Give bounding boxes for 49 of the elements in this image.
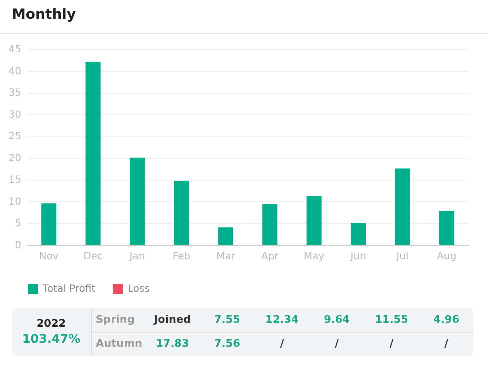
x-tick-label: Aug [437,252,457,262]
text: 9.64 [323,314,351,326]
bar [439,211,454,245]
text: 4.96 [432,314,461,326]
bar [306,196,322,245]
y-tick-label: 30 [8,110,22,121]
y-tick-label: 15 [8,175,22,186]
text: / [279,338,286,350]
x-tick-label: Mar [216,252,236,262]
x-tick-label: Apr [261,252,280,262]
bar [130,158,146,245]
y-tick-label: 45 [8,44,22,56]
text: 12.34 [264,314,300,326]
y-tick-label: 20 [8,153,22,164]
bar [42,204,57,245]
y-tick-label: 35 [8,88,22,100]
bar [395,168,410,245]
x-tick-label: Jan [128,252,146,262]
x-tick-label: Nov [39,252,59,262]
bar [350,223,366,245]
x-tick-label: Dec [84,252,103,262]
y-tick-label: 25 [8,132,22,143]
text: Autumn [95,338,144,350]
text: 2022 [36,318,66,330]
x-tick-label: May [304,252,325,262]
y-tick-label: 10 [8,196,22,208]
y-tick-label: 5 [15,218,22,230]
legend-label: Total Profit [42,284,96,295]
text: 7.55 [214,314,242,326]
legend-label: Loss [128,284,150,295]
text: Spring [95,314,136,326]
text: / [334,338,340,350]
x-tick-label: Feb [172,252,191,262]
bar [262,204,278,245]
text: 11.55 [374,314,410,326]
bar [86,62,101,245]
chart-title: Monthly [0,0,488,34]
y-tick-label: 40 [8,66,22,78]
text: 17.83 [155,338,190,350]
text: / [388,338,395,350]
bar [174,180,190,245]
x-tick-label: Jul [396,252,409,262]
y-tick-label: 0 [15,240,22,252]
bar [218,228,234,245]
x-tick-label: Jun [350,252,366,262]
text: / [444,338,450,350]
text: 7.56 [214,338,242,350]
text: Joined [152,314,192,326]
text: 103.47% [22,332,81,346]
